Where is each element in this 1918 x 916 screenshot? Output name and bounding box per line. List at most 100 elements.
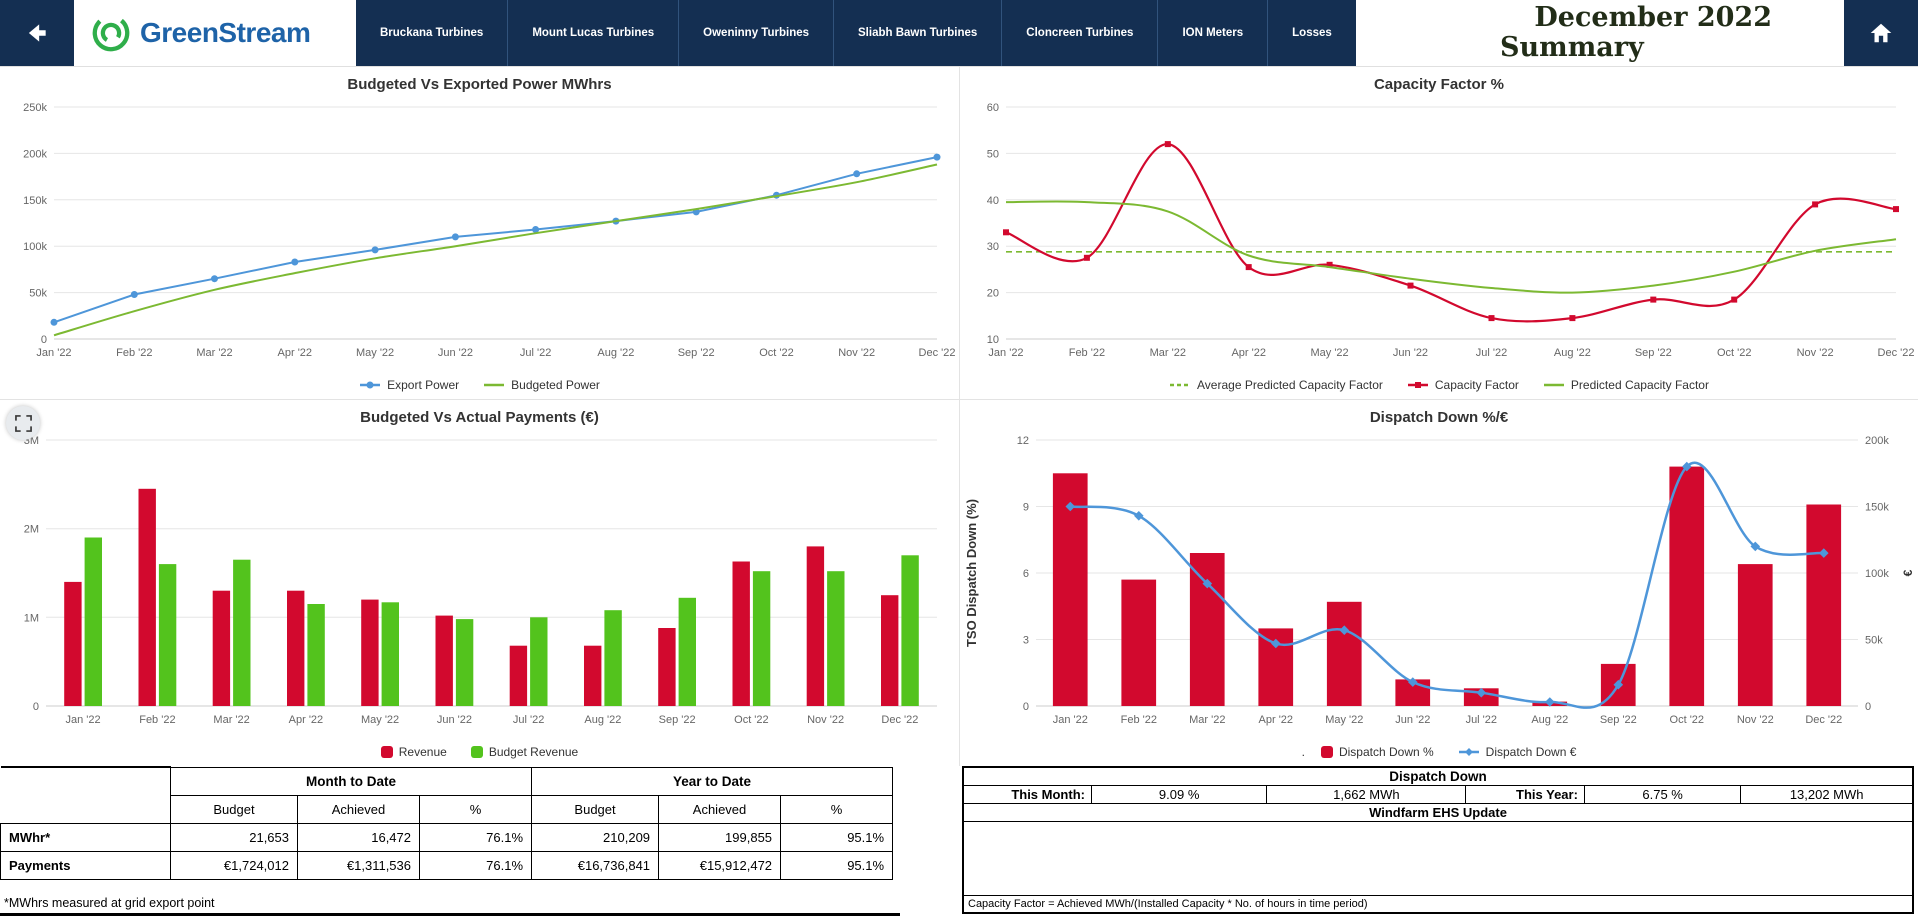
nav-item-cloncreen-turbines[interactable]: Cloncreen Turbines: [1001, 0, 1158, 66]
svg-text:1M: 1M: [24, 612, 39, 624]
legend-line-marker: [1458, 748, 1479, 757]
svg-text:100k: 100k: [1865, 568, 1889, 580]
legend-item-capacity-factor[interactable]: Capacity Factor: [1407, 378, 1519, 392]
row-label-mwhr: MWhr*: [0, 822, 171, 852]
svg-text:150k: 150k: [1865, 501, 1889, 513]
svg-text:Oct '22: Oct '22: [1670, 714, 1705, 726]
legend-item-budgeted-power[interactable]: Budgeted Power: [483, 378, 600, 392]
this-month-mwh: 1,662 MWh: [1267, 786, 1467, 803]
legend-line-marker: [484, 384, 505, 387]
svg-text:Sep '22: Sep '22: [678, 347, 715, 359]
svg-text:Oct '22: Oct '22: [1717, 347, 1752, 359]
svg-text:Apr '22: Apr '22: [278, 347, 313, 359]
logo: GreenStream: [74, 0, 356, 66]
legend-label: Dispatch Down %: [1338, 745, 1434, 760]
svg-text:Jan '22: Jan '22: [988, 347, 1023, 359]
nav-item-mount-lucas-turbines[interactable]: Mount Lucas Turbines: [507, 0, 679, 66]
home-icon: [1870, 23, 1892, 43]
svg-text:Feb '22: Feb '22: [116, 347, 152, 359]
legend-line-marker: [1170, 384, 1191, 387]
home-button[interactable]: [1844, 0, 1918, 66]
nav-item-losses[interactable]: Losses: [1267, 0, 1356, 66]
table-row: MWhr* 21,653 16,472 76.1% 210,209 199,85…: [0, 822, 894, 852]
legend-item-dispatch-down[interactable]: Dispatch Down %: [1320, 745, 1434, 760]
legend-prefix: .: [1301, 745, 1305, 760]
svg-text:Jul '22: Jul '22: [1466, 714, 1497, 726]
table-cell: 76.1%: [418, 822, 533, 852]
legend-item-budget-revenue[interactable]: Budget Revenue: [470, 745, 578, 759]
legend-item-revenue[interactable]: Revenue: [380, 745, 447, 759]
table-cell: 199,855: [658, 822, 782, 852]
main-nav: Bruckana Turbines Mount Lucas Turbines O…: [356, 0, 1356, 66]
table-cell: 95.1%: [780, 822, 894, 852]
dispatch-down-row: This Month: 9.09 % 1,662 MWh This Year: …: [964, 786, 1912, 804]
svg-text:Dec '22: Dec '22: [1878, 347, 1915, 359]
legend-label: Capacity Factor: [1434, 378, 1519, 393]
svg-text:Apr '22: Apr '22: [289, 714, 324, 726]
nav-item-bruckana-turbines[interactable]: Bruckana Turbines: [356, 0, 508, 66]
chart-capacity-factor: Capacity Factor % 10 20 30 40 50 60 Jan '22 Feb…: [959, 67, 1918, 399]
svg-text:3: 3: [1023, 634, 1029, 646]
svg-text:20: 20: [987, 288, 999, 300]
back-button[interactable]: [0, 0, 74, 66]
capacity-factor-footnote: Capacity Factor = Achieved MWh/(Installe…: [964, 895, 1912, 912]
nav-item-oweninny-turbines[interactable]: Oweninny Turbines: [678, 0, 834, 66]
legend-item-average-predicted-capacity-factor[interactable]: Average Predicted Capacity Factor: [1169, 378, 1383, 392]
svg-text:Feb '22: Feb '22: [139, 714, 175, 726]
svg-text:Mar '22: Mar '22: [1189, 714, 1225, 726]
svg-text:Jan '22: Jan '22: [1053, 714, 1088, 726]
svg-text:Jun '22: Jun '22: [437, 714, 472, 726]
chart-legend: Revenue Budget Revenue: [0, 739, 959, 766]
chart-title: Capacity Factor %: [1373, 76, 1505, 93]
empty-corner-cell: [0, 766, 171, 795]
nav-item-sliabh-bawn-turbines[interactable]: Sliabh Bawn Turbines: [833, 0, 1002, 66]
summary-table-panel: Month to Date Year to Date Budget Achiev…: [0, 766, 900, 916]
legend-swatch: [470, 746, 483, 759]
table-cell: 16,472: [297, 822, 420, 852]
svg-text:Aug '22: Aug '22: [597, 347, 634, 359]
legend-line-marker: [1543, 384, 1564, 387]
svg-text:250k: 250k: [23, 102, 47, 114]
svg-text:Feb '22: Feb '22: [1069, 347, 1105, 359]
svg-text:Mar '22: Mar '22: [196, 347, 232, 359]
nav-item-ion-meters[interactable]: ION Meters: [1157, 0, 1268, 66]
table-cell: €16,736,841: [531, 850, 660, 880]
svg-text:Jul '22: Jul '22: [513, 714, 544, 726]
svg-text:2M: 2M: [24, 524, 39, 536]
svg-text:May '22: May '22: [356, 347, 394, 359]
month-to-date-header: Month to Date: [169, 766, 533, 796]
svg-text:Jun '22: Jun '22: [1395, 714, 1430, 726]
legend-item-predicted-capacity-factor[interactable]: Predicted Capacity Factor: [1543, 378, 1709, 392]
svg-text:Apr '22: Apr '22: [1231, 347, 1266, 359]
svg-text:Jun '22: Jun '22: [438, 347, 473, 359]
svg-text:30: 30: [987, 241, 999, 253]
svg-text:Oct '22: Oct '22: [734, 714, 769, 726]
svg-text:Nov '22: Nov '22: [807, 714, 844, 726]
svg-text:Dec '22: Dec '22: [919, 347, 956, 359]
chart-canvas: 10 20 30 40 50 60 Jan '22 Feb '22 Mar '22 Apr '22…: [960, 95, 1918, 372]
svg-text:200k: 200k: [1865, 435, 1889, 447]
chart-legend: Average Predicted Capacity Factor Capacit…: [960, 372, 1918, 399]
svg-text:Feb '22: Feb '22: [1121, 714, 1157, 726]
legend-label: Predicted Capacity Factor: [1570, 378, 1709, 393]
fullscreen-icon: [14, 414, 32, 432]
chart-legend: . Dispatch Down % Dispatch Down €: [960, 739, 1918, 766]
table-cell: 95.1%: [780, 850, 894, 880]
fullscreen-button[interactable]: [6, 406, 40, 440]
chart-title: Dispatch Down %/€: [1369, 409, 1509, 426]
svg-text:100k: 100k: [23, 241, 47, 253]
legend-item-export-power[interactable]: Export Power: [359, 378, 459, 392]
this-year-label: This Year:: [1466, 786, 1585, 803]
year-to-date-header: Year to Date: [531, 766, 894, 796]
this-year-percent: 6.75 %: [1585, 786, 1742, 803]
col-header-budget: Budget: [170, 794, 298, 824]
greenstream-logo-icon: [92, 14, 130, 52]
chart-dispatch-down: Dispatch Down %/€ 0 3 6 9 12 0 50k 100k 150k 200k…: [959, 399, 1918, 766]
chart-canvas: 0 50k 100k 150k 200k 250k Jan '22 Feb '22 Mar '2…: [0, 95, 959, 372]
svg-text:0: 0: [33, 701, 39, 713]
page-title: December 2022 Summary: [1500, 2, 1772, 63]
legend-item-dispatch-down[interactable]: Dispatch Down €: [1458, 745, 1576, 759]
this-year-mwh: 13,202 MWh: [1789, 787, 1864, 802]
legend-line-marker: [360, 381, 381, 389]
logo-text: GreenStream: [140, 17, 311, 48]
